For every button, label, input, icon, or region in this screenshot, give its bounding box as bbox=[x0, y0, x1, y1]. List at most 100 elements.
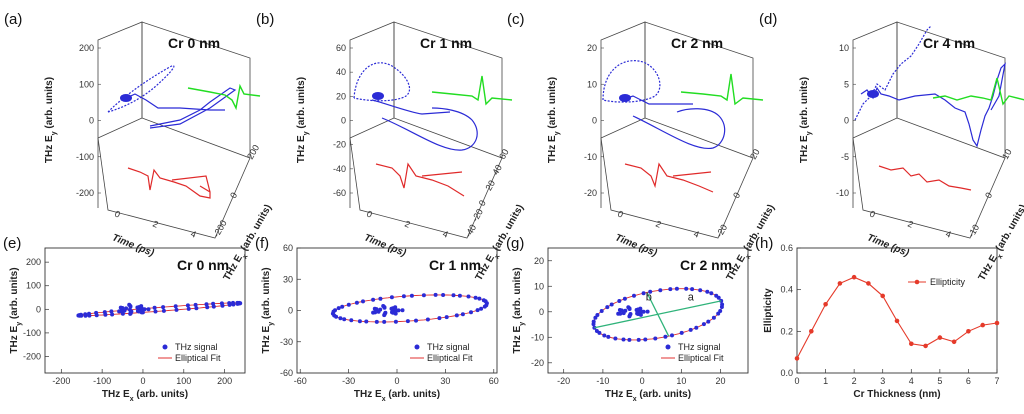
floor bbox=[600, 137, 754, 239]
ellipticity-point bbox=[980, 322, 985, 328]
legend-marker-signal bbox=[414, 344, 420, 350]
time-tick-label: 0 bbox=[113, 209, 121, 220]
signal-point bbox=[668, 287, 673, 292]
signal-point bbox=[454, 313, 459, 318]
signal-point bbox=[220, 303, 225, 308]
signal-point bbox=[481, 298, 486, 303]
panel-title: Cr 1 nm bbox=[420, 35, 472, 51]
signal-point bbox=[211, 304, 216, 309]
elliptical-fit bbox=[77, 302, 241, 317]
signal-point bbox=[613, 336, 618, 341]
signal-point bbox=[342, 317, 347, 322]
y-tick-label: -10 bbox=[531, 332, 544, 342]
dashed-trace bbox=[602, 60, 661, 103]
signal-point bbox=[705, 289, 710, 294]
y-tick-label: 40 bbox=[336, 67, 346, 77]
signal-point bbox=[709, 291, 714, 296]
signal-point bbox=[477, 296, 482, 301]
panel-label: (f) bbox=[255, 235, 269, 252]
signal-trace bbox=[860, 62, 1006, 148]
ellipticity-point bbox=[923, 343, 928, 349]
ellipticity-point bbox=[837, 281, 843, 286]
panel-title: Cr 2 nm bbox=[671, 35, 723, 51]
signal-point bbox=[609, 302, 614, 307]
legend-label-signal: THz signal bbox=[427, 342, 470, 352]
ellipticity-point bbox=[794, 356, 800, 361]
panel-label: (h) bbox=[755, 235, 773, 252]
x-tick-label: 10 bbox=[676, 376, 686, 386]
legend-label-fit: Elliptical Fit bbox=[175, 353, 221, 363]
signal-point bbox=[622, 296, 627, 301]
signal-point bbox=[643, 337, 648, 342]
ey-projection bbox=[187, 83, 261, 111]
signal-point bbox=[174, 307, 179, 312]
signal-point bbox=[718, 309, 723, 313]
signal-point bbox=[635, 311, 640, 316]
signal-point bbox=[109, 309, 114, 314]
signal-point bbox=[621, 311, 626, 316]
dashed-trace bbox=[353, 62, 411, 102]
panel-title: Cr 0 nm bbox=[177, 257, 229, 273]
y-tick-label: 0 bbox=[288, 306, 293, 316]
signal-point bbox=[382, 319, 387, 324]
x-tick-label: 5 bbox=[937, 376, 942, 386]
y-tick-label: 200 bbox=[79, 43, 94, 53]
y-tick-label: 0 bbox=[36, 304, 41, 314]
ex-tick-label: -200 bbox=[211, 218, 229, 239]
x-axis-label: THz Ex (arb. units) bbox=[605, 389, 691, 403]
signal-point bbox=[135, 305, 140, 310]
y-axis-label: THz Ey (arb. units) bbox=[512, 267, 526, 353]
y-tick-label: 10 bbox=[587, 79, 597, 89]
ex-projection bbox=[375, 162, 465, 197]
y-tick-label: 10 bbox=[534, 281, 544, 291]
signal-point bbox=[153, 309, 158, 314]
signal-point bbox=[714, 293, 719, 298]
y-tick-label: 30 bbox=[283, 274, 293, 284]
signal-point bbox=[484, 303, 489, 308]
signal-point bbox=[378, 296, 383, 301]
signal-point bbox=[425, 317, 430, 322]
signal-point bbox=[638, 312, 643, 317]
x-tick-label: 4 bbox=[909, 376, 914, 386]
signal-point bbox=[340, 304, 345, 309]
signal-point bbox=[421, 293, 426, 298]
signal-blob bbox=[120, 94, 132, 102]
y-tick-label: 0.6 bbox=[780, 243, 793, 253]
y-tick-label: 0 bbox=[844, 116, 849, 126]
time-tick-label: 0 bbox=[616, 209, 624, 220]
y-tick-label: -60 bbox=[333, 188, 346, 198]
y-tick-label: -20 bbox=[333, 140, 346, 150]
signal-point bbox=[451, 293, 456, 298]
signal-point bbox=[469, 310, 473, 315]
ey-projection bbox=[932, 77, 1024, 106]
legend-marker-signal bbox=[665, 344, 671, 350]
ellipticity-point bbox=[851, 274, 857, 280]
signal-point bbox=[79, 313, 84, 318]
signal-point bbox=[128, 311, 133, 316]
signal-point bbox=[374, 307, 379, 312]
signal-point bbox=[639, 309, 644, 314]
ellipticity-point bbox=[880, 293, 885, 299]
signal-point bbox=[638, 306, 643, 311]
y-tick-label: 100 bbox=[79, 79, 94, 89]
panel-label: (g) bbox=[506, 235, 524, 252]
ex-projection bbox=[878, 165, 972, 191]
ellipticity-line bbox=[796, 276, 998, 359]
y-tick-label: 20 bbox=[336, 91, 346, 101]
signal-point bbox=[373, 310, 378, 315]
signal-point bbox=[382, 305, 387, 310]
y-tick-label: -100 bbox=[23, 328, 41, 338]
time-axis-label: Time (ps) bbox=[613, 232, 659, 259]
signal-point bbox=[599, 309, 604, 313]
panel-label: (a) bbox=[4, 11, 22, 28]
ellipse-panel-3: -20 -10 0 10 20 -20 -10 0 10 20 THz Ex (arb. units… bbox=[512, 247, 749, 403]
plot-frame bbox=[796, 247, 998, 374]
time-tick-label: 2 bbox=[654, 219, 662, 230]
signal-point bbox=[393, 311, 398, 316]
signal-point bbox=[140, 307, 145, 312]
ex-tick-label: -10 bbox=[966, 223, 981, 239]
signal-point bbox=[663, 334, 668, 339]
signal-point bbox=[139, 310, 144, 315]
signal-point bbox=[194, 306, 199, 311]
